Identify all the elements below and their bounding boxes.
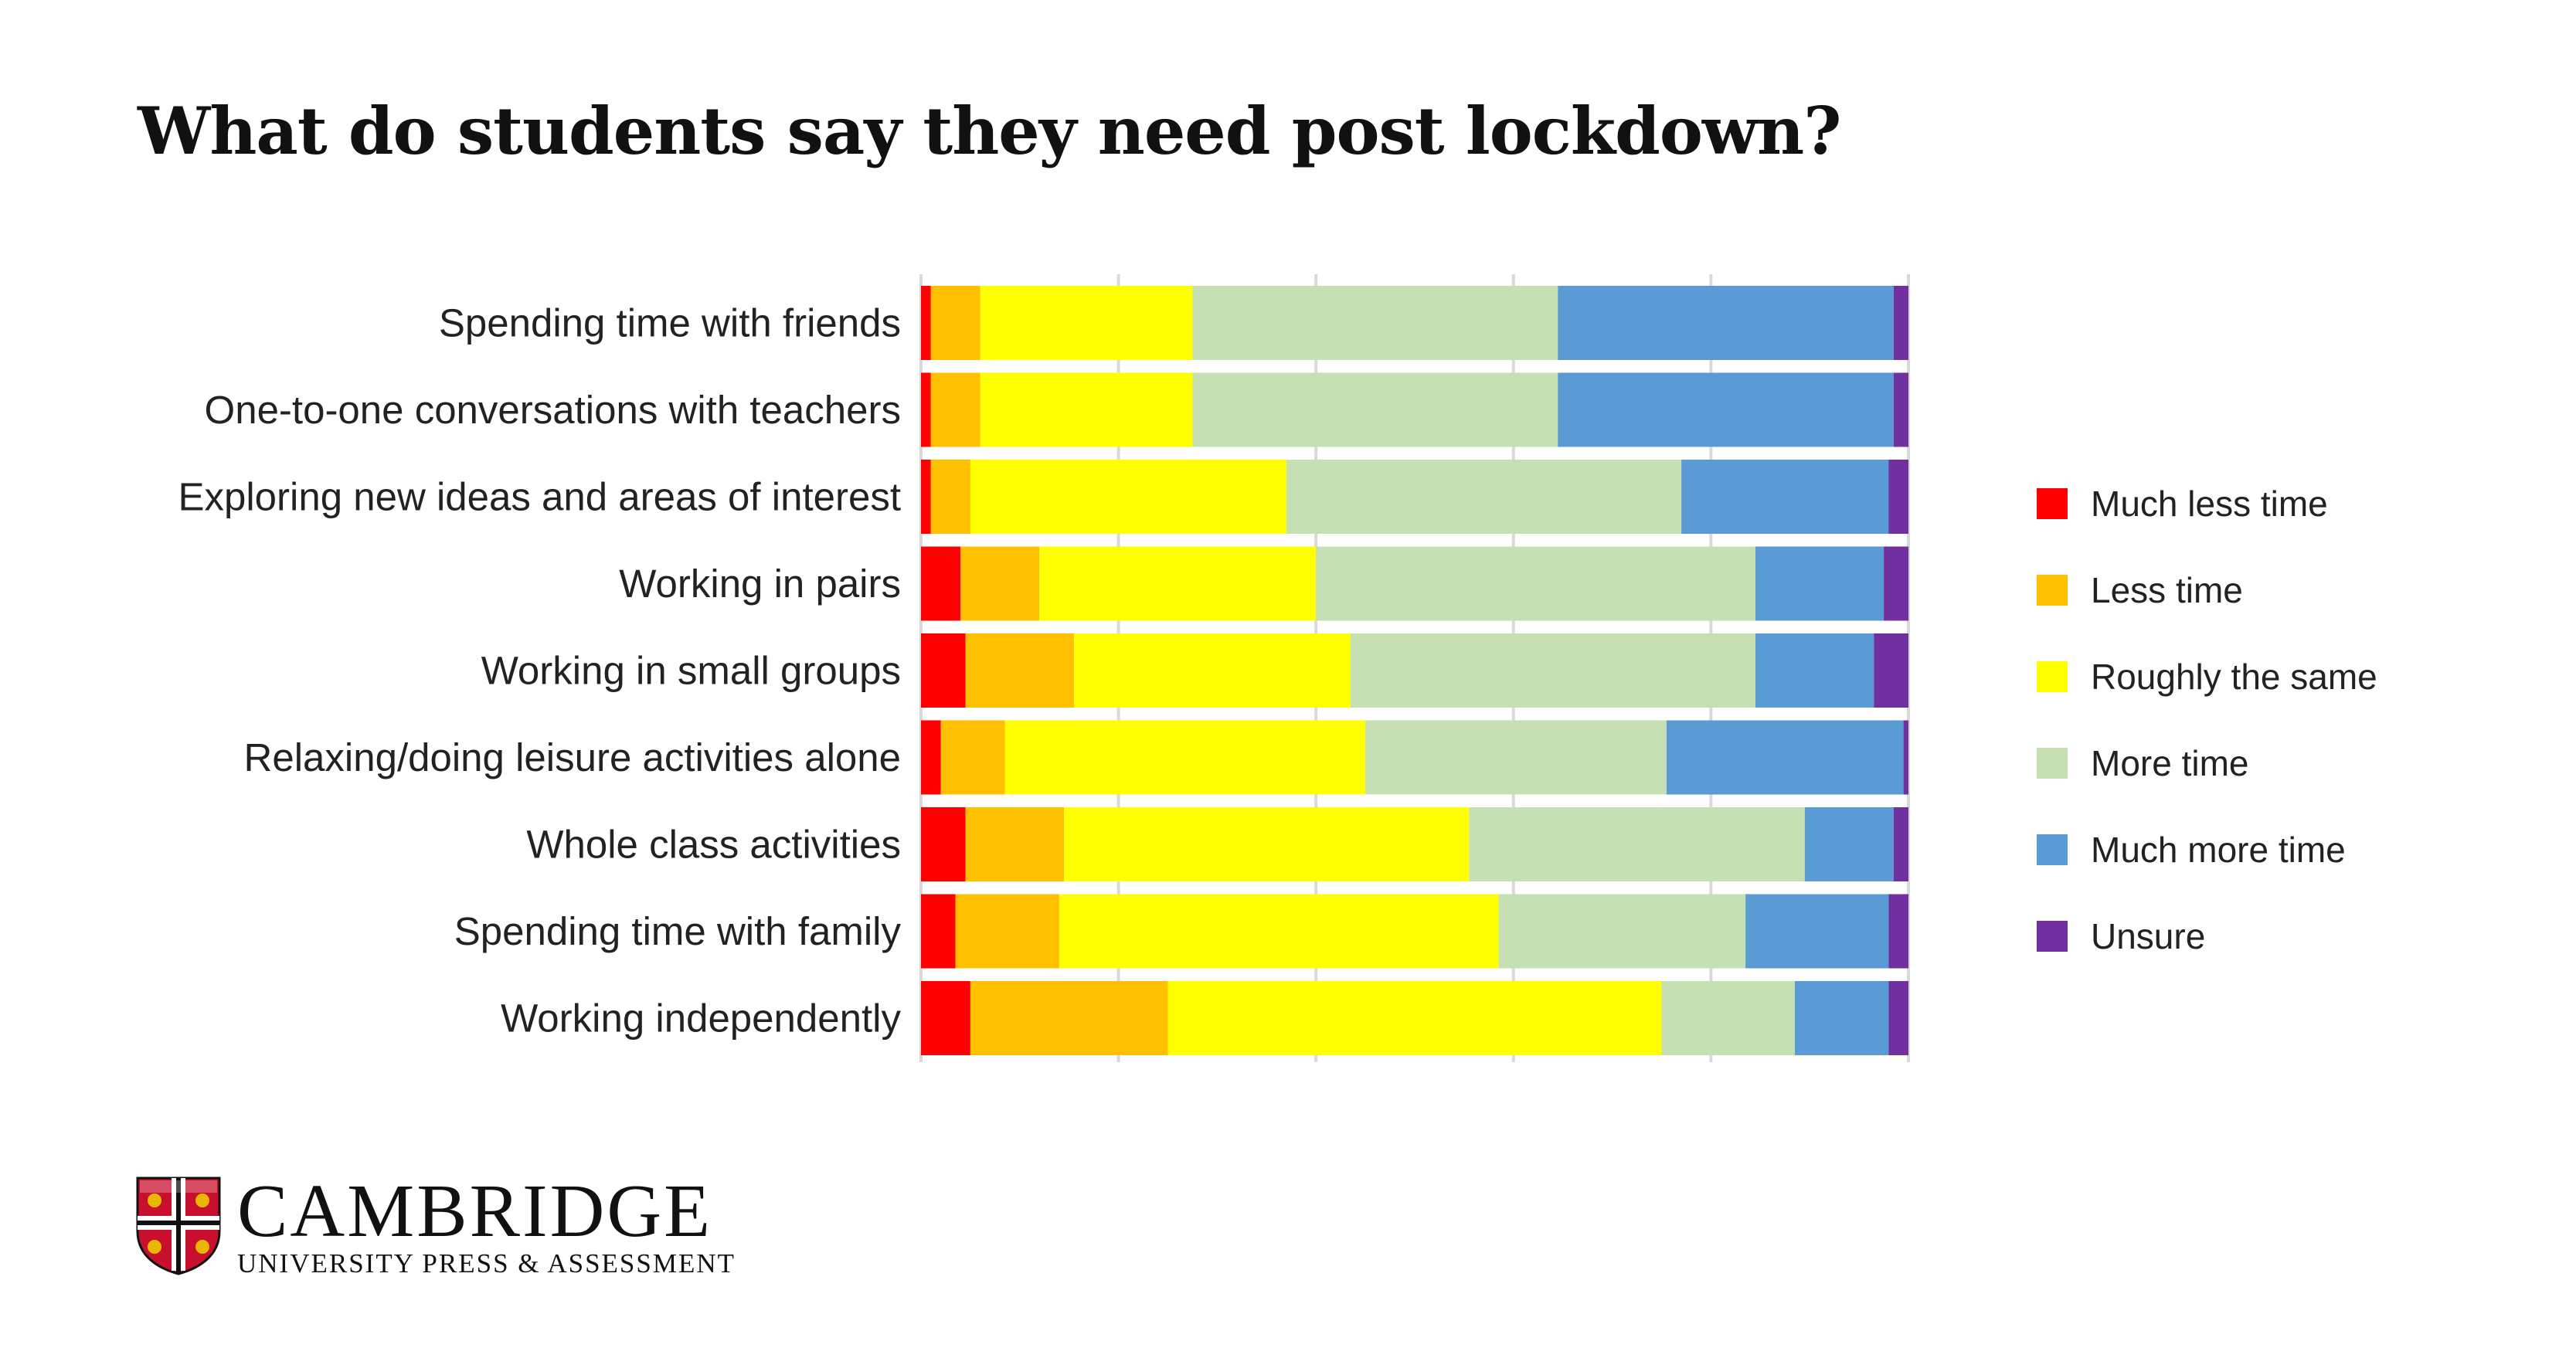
bar-segment (1795, 981, 1889, 1055)
bar-segment (1558, 372, 1894, 447)
stacked-bar-chart: Spending time with friends One-to-one con… (178, 274, 1910, 1062)
bar-segment (1884, 546, 1909, 621)
legend-label: Roughly the same (2091, 657, 2377, 697)
legend-label: Less time (2091, 570, 2243, 610)
bar-segment (1350, 633, 1755, 708)
bar-segment (1681, 460, 1889, 534)
chart-title: What do students say they need post lock… (138, 93, 1841, 169)
legend-label: Unsure (2091, 916, 2206, 956)
bar-segment (980, 286, 1193, 360)
category-label: Working in small groups (481, 649, 901, 693)
legend-swatch (2037, 575, 2068, 606)
bar-segment (921, 460, 931, 534)
bar-segment (980, 372, 1193, 447)
bar-segment (1004, 720, 1366, 795)
bar-segment (965, 807, 1065, 881)
legend-item: Much less time (2037, 460, 2377, 547)
bar-segment (1286, 460, 1682, 534)
category-labels: Spending time with friends One-to-one con… (178, 301, 901, 1041)
category-label: Exploring new ideas and areas of interes… (178, 475, 901, 519)
bar-segment (1893, 372, 1908, 447)
category-label: Working independently (501, 997, 901, 1041)
bar-segment (1874, 633, 1908, 708)
category-label: One-to-one conversations with teachers (205, 388, 901, 432)
bar-segment (960, 546, 1040, 621)
bar-segment (1661, 981, 1795, 1055)
legend-item: More time (2037, 720, 2377, 806)
legend-swatch (2037, 834, 2068, 865)
bar-segment (1498, 894, 1746, 969)
bar-segment (1316, 546, 1755, 621)
bar-segment (1893, 286, 1908, 360)
bar-segment (1469, 807, 1805, 881)
bar-segment (921, 633, 966, 708)
bar-segment (930, 286, 980, 360)
bar-segment (1059, 894, 1499, 969)
bar-segment (921, 720, 941, 795)
bar-segment (965, 633, 1075, 708)
category-label: Whole class activities (526, 823, 901, 867)
bar-segment (1192, 372, 1558, 447)
legend: Much less time Less time Roughly the same M… (2037, 460, 2377, 980)
legend-label: Much less time (2091, 484, 2328, 524)
bar-segment (1893, 807, 1908, 881)
bar-segment (1888, 460, 1908, 534)
bar-segment (930, 460, 970, 534)
cambridge-shield-icon (136, 1177, 221, 1275)
bar-segment (970, 981, 1168, 1055)
bar-segment (1167, 981, 1662, 1055)
bar-segment (1888, 894, 1908, 969)
bar-segment (1074, 633, 1351, 708)
bar-segment (921, 981, 970, 1055)
category-label: Relaxing/doing leisure activities alone (244, 735, 902, 779)
bar-segment (930, 372, 980, 447)
bar-segment (1558, 286, 1894, 360)
bar-segment (1903, 720, 1908, 795)
legend-item: Less time (2037, 547, 2377, 633)
bar-segment (1666, 720, 1904, 795)
bar-segment (1745, 894, 1889, 969)
bar-segment (1039, 546, 1317, 621)
bar-segment (1755, 633, 1874, 708)
bar-segment (921, 372, 931, 447)
bar-segment (921, 286, 931, 360)
legend-item: Roughly the same (2037, 633, 2377, 720)
bar-segment (1804, 807, 1894, 881)
legend-item: Much more time (2037, 806, 2377, 893)
legend-label: Much more time (2091, 830, 2346, 870)
bar-segment (1064, 807, 1470, 881)
legend-swatch (2037, 488, 2068, 519)
category-label: Spending time with family (454, 909, 902, 953)
legend-swatch (2037, 748, 2068, 779)
legend-swatch (2037, 921, 2068, 952)
cambridge-logo: CAMBRIDGE UNIVERSITY PRESS & ASSESSMENT (135, 1170, 736, 1279)
category-label: Spending time with friends (439, 301, 901, 345)
bar-segment (1888, 981, 1908, 1055)
legend-label: More time (2091, 743, 2249, 783)
bars (921, 286, 1909, 1055)
bar-segment (1755, 546, 1884, 621)
bar-segment (955, 894, 1059, 969)
bar-segment (921, 807, 966, 881)
bar-segment (970, 460, 1286, 534)
bar-segment (1192, 286, 1558, 360)
logo-name: CAMBRIDGE (237, 1170, 713, 1253)
category-label: Working in pairs (619, 562, 901, 606)
logo-subtitle: UNIVERSITY PRESS & ASSESSMENT (237, 1248, 736, 1278)
bar-segment (921, 894, 956, 969)
bar-segment (1365, 720, 1667, 795)
bar-segment (940, 720, 1005, 795)
legend-item: Unsure (2037, 893, 2377, 980)
bar-segment (921, 546, 961, 621)
legend-swatch (2037, 661, 2068, 692)
